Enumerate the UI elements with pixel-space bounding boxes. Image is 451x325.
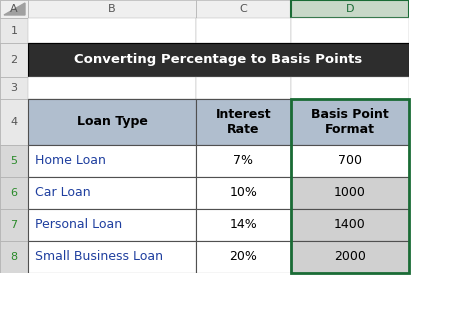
Bar: [291, 145, 409, 177]
Bar: [409, 0, 451, 325]
Bar: [291, 241, 409, 273]
Text: 6: 6: [10, 188, 18, 198]
Bar: [291, 18, 409, 43]
Bar: [0, 99, 28, 145]
Text: 10%: 10%: [230, 187, 258, 200]
Bar: [0, 241, 28, 273]
Bar: [0, 177, 28, 209]
Text: B: B: [108, 4, 116, 14]
Text: 20%: 20%: [230, 251, 258, 264]
Bar: [0, 0, 28, 18]
Text: 1400: 1400: [334, 218, 366, 231]
Bar: [291, 77, 409, 99]
Bar: [291, 99, 409, 145]
Text: 4: 4: [10, 117, 18, 127]
Text: 14%: 14%: [230, 218, 258, 231]
Bar: [196, 77, 291, 99]
Bar: [0, 77, 28, 99]
Text: Personal Loan: Personal Loan: [35, 218, 122, 231]
Bar: [28, 145, 196, 177]
Bar: [28, 241, 196, 273]
Bar: [291, 209, 409, 241]
Text: C: C: [239, 4, 248, 14]
Bar: [196, 177, 291, 209]
Polygon shape: [4, 3, 25, 15]
Bar: [28, 43, 409, 77]
Bar: [28, 209, 196, 241]
Bar: [0, 209, 28, 241]
Text: Car Loan: Car Loan: [35, 187, 91, 200]
Text: Loan Type: Loan Type: [77, 115, 147, 128]
Text: Home Loan: Home Loan: [35, 154, 106, 167]
Text: 3: 3: [10, 83, 18, 93]
Bar: [0, 0, 28, 18]
Bar: [196, 99, 291, 145]
Bar: [291, 0, 409, 18]
Text: 5: 5: [10, 156, 18, 166]
Bar: [196, 18, 291, 43]
Bar: [196, 209, 291, 241]
Text: Converting Percentage to Basis Points: Converting Percentage to Basis Points: [74, 54, 363, 67]
Bar: [196, 241, 291, 273]
Bar: [0, 18, 28, 43]
Text: 1: 1: [10, 25, 18, 35]
Bar: [0, 241, 28, 273]
Bar: [28, 99, 196, 145]
Text: Interest
Rate: Interest Rate: [216, 108, 272, 136]
Bar: [0, 43, 28, 77]
Text: Basis Point
Format: Basis Point Format: [311, 108, 389, 136]
Text: 8: 8: [10, 252, 18, 262]
Bar: [0, 177, 28, 209]
Text: A: A: [10, 4, 18, 14]
Bar: [0, 145, 28, 177]
Text: 700: 700: [338, 154, 362, 167]
Bar: [28, 177, 196, 209]
Bar: [28, 0, 196, 18]
Bar: [291, 99, 409, 273]
Text: 7%: 7%: [234, 154, 253, 167]
Bar: [291, 177, 409, 209]
Text: 2000: 2000: [334, 251, 366, 264]
Text: 7: 7: [10, 220, 18, 230]
Text: 1000: 1000: [334, 187, 366, 200]
Bar: [0, 77, 28, 99]
Bar: [0, 99, 28, 145]
Bar: [0, 145, 28, 177]
Bar: [196, 0, 291, 18]
Bar: [28, 18, 196, 43]
Text: 2: 2: [10, 55, 18, 65]
Bar: [0, 209, 28, 241]
Bar: [0, 273, 451, 325]
Bar: [0, 43, 28, 77]
Bar: [28, 77, 196, 99]
Text: D: D: [346, 4, 354, 14]
Bar: [196, 145, 291, 177]
Text: Small Business Loan: Small Business Loan: [35, 251, 163, 264]
